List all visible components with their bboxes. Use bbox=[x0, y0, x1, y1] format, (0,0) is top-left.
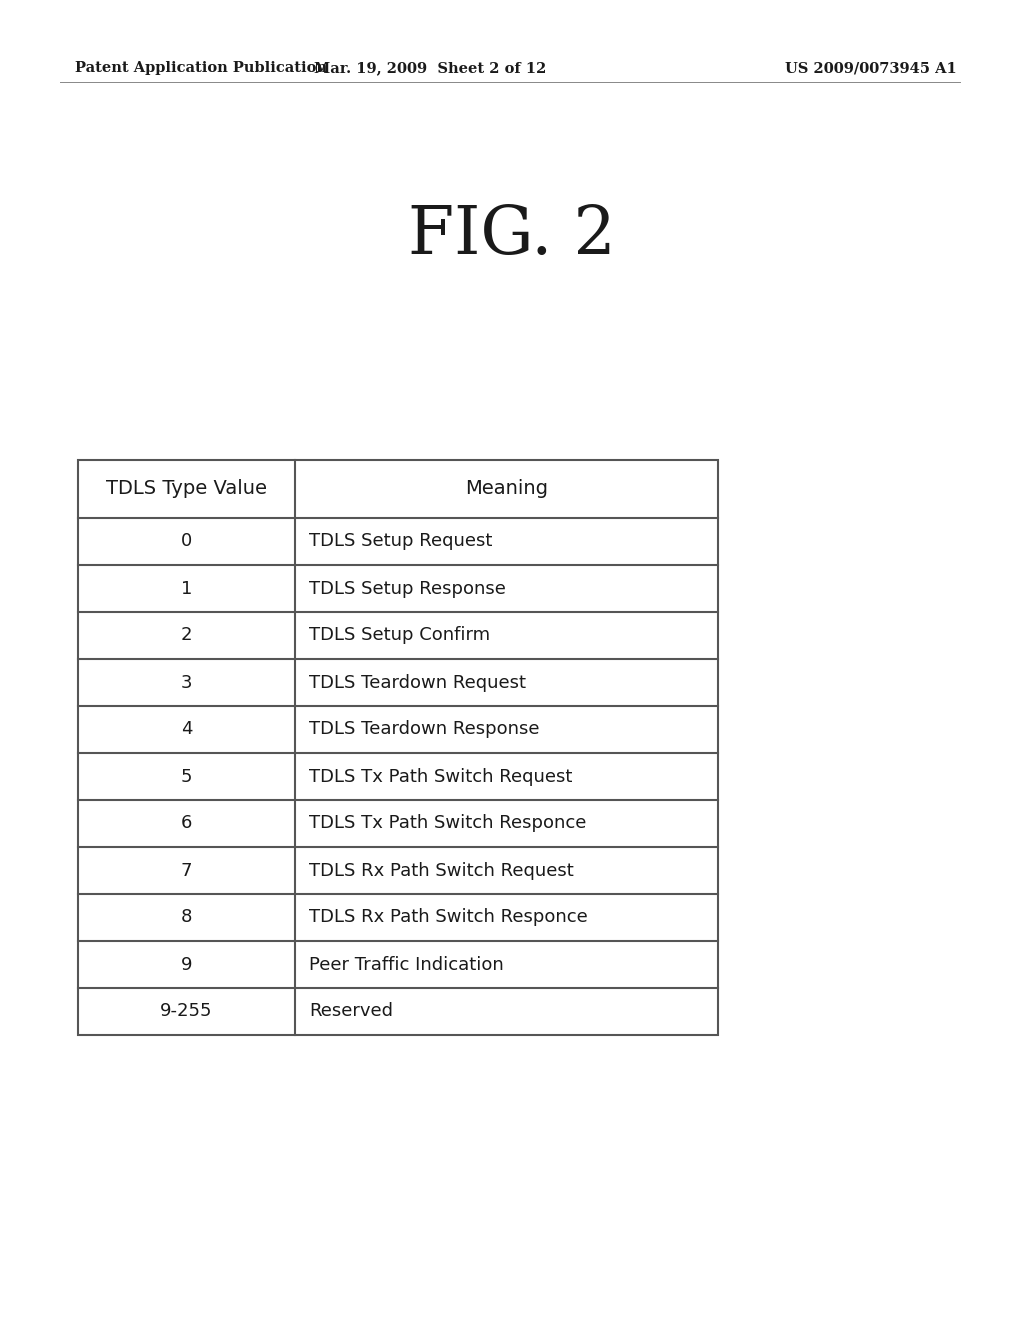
Text: Peer Traffic Indication: Peer Traffic Indication bbox=[309, 956, 504, 974]
Text: 9-255: 9-255 bbox=[160, 1002, 213, 1020]
Text: Reserved: Reserved bbox=[309, 1002, 393, 1020]
Text: 2: 2 bbox=[181, 627, 193, 644]
Text: TDLS Setup Response: TDLS Setup Response bbox=[309, 579, 506, 598]
Text: TDLS Teardown Request: TDLS Teardown Request bbox=[309, 673, 526, 692]
Text: Meaning: Meaning bbox=[465, 479, 548, 499]
Text: 4: 4 bbox=[181, 721, 193, 738]
Text: 5: 5 bbox=[181, 767, 193, 785]
Text: 9: 9 bbox=[181, 956, 193, 974]
Text: TDLS Setup Confirm: TDLS Setup Confirm bbox=[309, 627, 490, 644]
Text: 0: 0 bbox=[181, 532, 193, 550]
Text: 7: 7 bbox=[181, 862, 193, 879]
Text: FIG. 2: FIG. 2 bbox=[409, 202, 615, 268]
Text: TDLS Type Value: TDLS Type Value bbox=[106, 479, 267, 499]
Text: 3: 3 bbox=[181, 673, 193, 692]
Text: TDLS Tx Path Switch Responce: TDLS Tx Path Switch Responce bbox=[309, 814, 587, 833]
Text: 1: 1 bbox=[181, 579, 193, 598]
Text: TDLS Teardown Response: TDLS Teardown Response bbox=[309, 721, 540, 738]
Text: TDLS Setup Request: TDLS Setup Request bbox=[309, 532, 493, 550]
Text: 6: 6 bbox=[181, 814, 193, 833]
Text: TDLS Tx Path Switch Request: TDLS Tx Path Switch Request bbox=[309, 767, 572, 785]
Text: 8: 8 bbox=[181, 908, 193, 927]
Bar bbox=[78, 459, 718, 1035]
Text: US 2009/0073945 A1: US 2009/0073945 A1 bbox=[785, 61, 956, 75]
Text: Patent Application Publication: Patent Application Publication bbox=[75, 61, 327, 75]
Text: TDLS Rx Path Switch Request: TDLS Rx Path Switch Request bbox=[309, 862, 573, 879]
Text: Mar. 19, 2009  Sheet 2 of 12: Mar. 19, 2009 Sheet 2 of 12 bbox=[313, 61, 546, 75]
Text: TDLS Rx Path Switch Responce: TDLS Rx Path Switch Responce bbox=[309, 908, 588, 927]
